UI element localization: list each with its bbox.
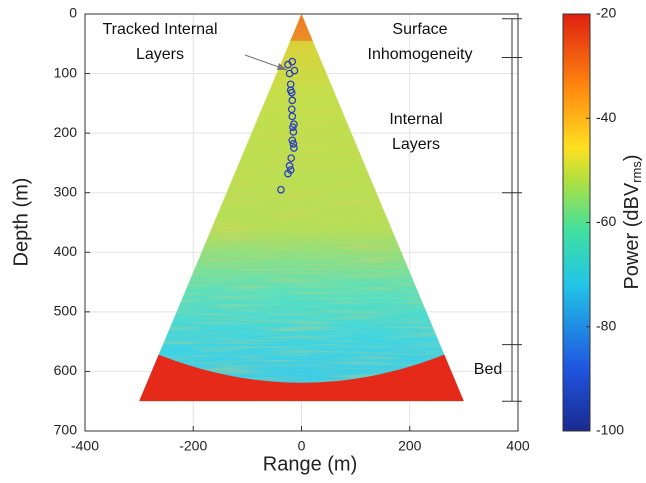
annotation: Bed bbox=[474, 361, 502, 378]
x-tick-label: -200 bbox=[179, 438, 207, 454]
tracked-point bbox=[289, 140, 298, 148]
x-tick-label: 0 bbox=[298, 438, 306, 454]
colorbar-label-main: Power (dBV bbox=[621, 182, 643, 289]
colorbar-label-sub: rms bbox=[629, 161, 644, 183]
y-axis-label: Depth (m) bbox=[10, 178, 32, 267]
annotation: Layers bbox=[136, 46, 184, 63]
tracked-point bbox=[284, 60, 292, 69]
y-tick-label: 500 bbox=[54, 303, 78, 319]
colorbar-tick-label: -80 bbox=[596, 317, 616, 333]
tracked-point bbox=[288, 136, 297, 145]
y-tick-label: 700 bbox=[54, 422, 78, 438]
x-tick-label: -400 bbox=[71, 438, 99, 454]
colorbar-label-end: ) bbox=[621, 154, 643, 161]
colorbar-label: Power (dBVrms) bbox=[621, 154, 644, 289]
annotation: Inhomogeneity bbox=[368, 46, 473, 63]
annotation: Tracked Internal bbox=[102, 21, 217, 38]
y-tick-label: 300 bbox=[54, 183, 78, 199]
annotation: Surface bbox=[392, 21, 447, 38]
annotation: Layers bbox=[392, 136, 440, 153]
colorbar bbox=[562, 13, 591, 432]
tracked-point bbox=[277, 185, 285, 194]
annotation: Internal bbox=[389, 111, 442, 128]
tracked-point bbox=[288, 96, 297, 105]
y-tick-label: 0 bbox=[69, 5, 77, 21]
colorbar-tick-label: -20 bbox=[596, 5, 616, 21]
tracked-point bbox=[285, 162, 294, 170]
tracked-point bbox=[287, 105, 296, 114]
y-tick-label: 600 bbox=[54, 362, 78, 378]
y-tick-label: 200 bbox=[54, 124, 78, 140]
axes-box bbox=[84, 13, 519, 432]
tracked-point bbox=[287, 88, 296, 97]
y-tick-label: 100 bbox=[54, 64, 78, 80]
x-tick-label: 400 bbox=[506, 438, 530, 454]
tracked-point bbox=[289, 128, 298, 136]
bed-region bbox=[139, 346, 464, 402]
y-tick-label: 400 bbox=[54, 243, 78, 259]
tracked-point bbox=[285, 69, 294, 78]
tracked-point bbox=[290, 144, 298, 152]
tracked-point bbox=[287, 154, 296, 163]
tracked-point bbox=[284, 169, 292, 178]
x-axis-label: Range (m) bbox=[263, 453, 357, 475]
x-tick-label: 200 bbox=[398, 438, 422, 454]
tracked-point bbox=[288, 123, 297, 132]
plot-area bbox=[84, 13, 519, 432]
annotation-arrowhead bbox=[277, 63, 287, 70]
colorbar-tick-label: -40 bbox=[596, 109, 616, 125]
colorbar-tick-label: -60 bbox=[596, 213, 616, 229]
tracked-point bbox=[288, 112, 297, 121]
colorbar-tick-label: -100 bbox=[596, 422, 624, 438]
